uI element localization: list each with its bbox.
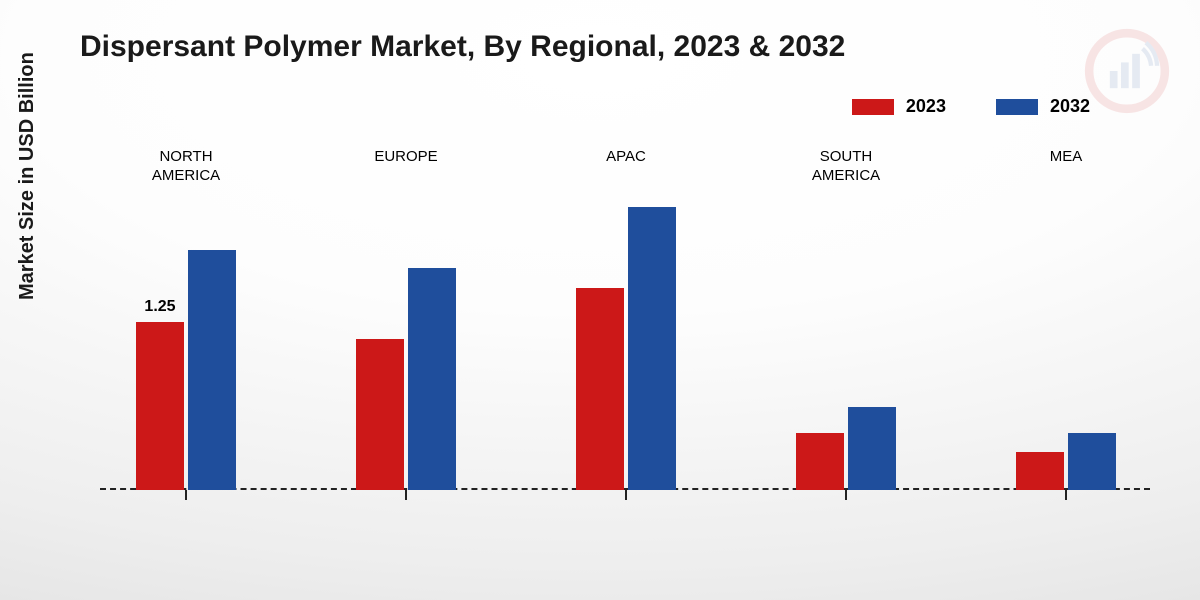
category-label: APAC — [561, 148, 691, 519]
legend: 2023 2032 — [852, 96, 1090, 117]
legend-item-2023: 2023 — [852, 96, 946, 117]
category-label: EUROPE — [341, 148, 471, 519]
legend-label-2023: 2023 — [906, 96, 946, 117]
category-label: MEA — [1001, 148, 1131, 519]
legend-label-2032: 2032 — [1050, 96, 1090, 117]
category-label: NORTHAMERICA — [121, 148, 251, 538]
chart-title: Dispersant Polymer Market, By Regional, … — [80, 30, 845, 64]
legend-item-2032: 2032 — [996, 96, 1090, 117]
legend-swatch-2023 — [852, 99, 894, 115]
legend-swatch-2032 — [996, 99, 1038, 115]
y-axis-label: Market Size in USD Billion — [16, 52, 39, 300]
category-label: SOUTHAMERICA — [781, 148, 911, 538]
watermark-logo-icon — [1084, 28, 1170, 114]
plot-area: 1.25NORTHAMERICAEUROPEAPACSOUTHAMERICAME… — [100, 140, 1150, 490]
